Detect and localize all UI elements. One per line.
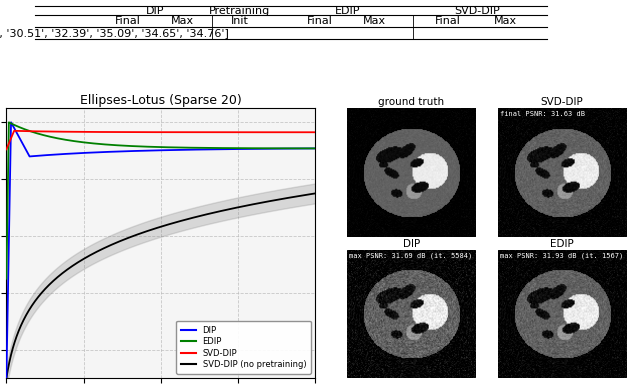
Text: Final: Final (307, 16, 333, 26)
Text: Init: Init (231, 16, 249, 26)
Text: Pretraining: Pretraining (209, 6, 271, 15)
Text: ['Mean', '32.08', '35.34', '30.51', '32.39', '35.09', '34.65', '34.76']: ['Mean', '32.08', '35.34', '30.51', '32.… (0, 28, 228, 38)
Text: Final: Final (435, 16, 461, 26)
Text: max PSNR: 31.93 dB (it. 1567): max PSNR: 31.93 dB (it. 1567) (500, 252, 623, 259)
Text: max PSNR: 31.69 dB (it. 5584): max PSNR: 31.69 dB (it. 5584) (349, 252, 473, 259)
Text: Max: Max (494, 16, 517, 26)
Text: EDIP: EDIP (335, 6, 360, 15)
Text: Final: Final (115, 16, 141, 26)
Text: final PSNR: 31.63 dB: final PSNR: 31.63 dB (500, 111, 585, 117)
Text: Max: Max (171, 16, 194, 26)
Title: ground truth: ground truth (378, 97, 444, 107)
Title: EDIP: EDIP (550, 239, 573, 249)
Text: SVD-DIP: SVD-DIP (454, 6, 500, 15)
Title: SVD-DIP: SVD-DIP (540, 97, 583, 107)
Title: Ellipses-Lotus (Sparse 20): Ellipses-Lotus (Sparse 20) (80, 94, 242, 107)
Legend: DIP, EDIP, SVD-DIP, SVD-DIP (no pretraining): DIP, EDIP, SVD-DIP, SVD-DIP (no pretrain… (176, 321, 311, 374)
Text: DIP: DIP (146, 6, 164, 15)
Text: Max: Max (363, 16, 386, 26)
Title: DIP: DIP (403, 239, 420, 249)
